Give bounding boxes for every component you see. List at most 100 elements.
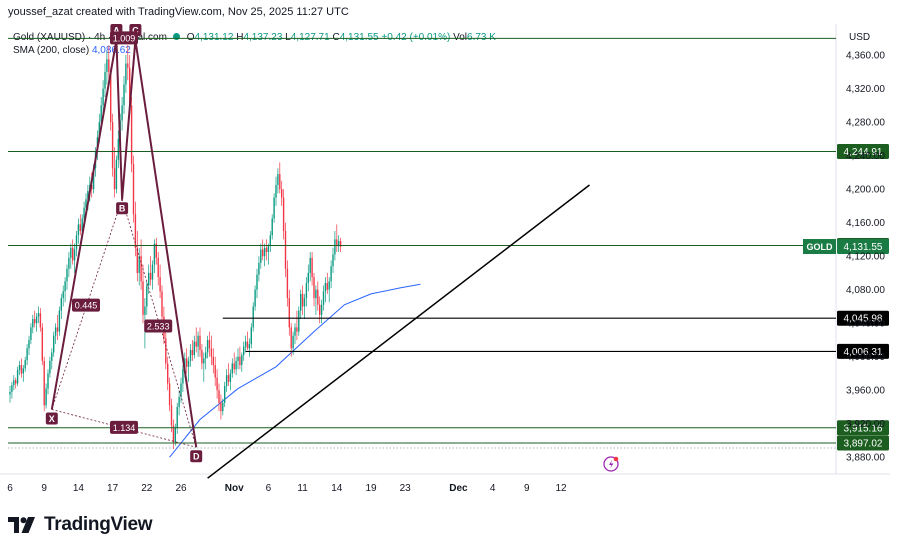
candle[interactable] — [149, 272, 152, 280]
candle[interactable] — [54, 327, 57, 336]
candle[interactable] — [32, 319, 34, 328]
candle[interactable] — [248, 344, 251, 349]
candle[interactable] — [191, 350, 194, 356]
candle[interactable] — [277, 174, 279, 185]
candle[interactable] — [235, 360, 237, 370]
candle[interactable] — [132, 164, 135, 215]
candle[interactable] — [246, 341, 249, 349]
candle[interactable] — [170, 405, 173, 426]
candle[interactable] — [218, 390, 220, 403]
candle[interactable] — [168, 383, 171, 406]
candle[interactable] — [212, 356, 214, 366]
candle[interactable] — [39, 313, 42, 328]
candle[interactable] — [214, 365, 216, 378]
candle[interactable] — [159, 277, 161, 292]
candle[interactable] — [75, 235, 78, 250]
candle[interactable] — [189, 350, 192, 361]
candle[interactable] — [142, 281, 144, 315]
candle[interactable] — [201, 350, 203, 364]
candle[interactable] — [288, 298, 290, 328]
candle[interactable] — [15, 380, 17, 384]
candle[interactable] — [305, 282, 308, 299]
candle[interactable] — [243, 346, 245, 356]
candle[interactable] — [328, 281, 330, 290]
candle[interactable] — [73, 249, 76, 261]
candle[interactable] — [256, 274, 258, 290]
candle[interactable] — [22, 368, 24, 374]
candle[interactable] — [127, 63, 129, 68]
candle[interactable] — [37, 313, 40, 317]
candle[interactable] — [121, 105, 123, 121]
candle[interactable] — [174, 427, 176, 443]
candle[interactable] — [311, 257, 313, 278]
candle[interactable] — [294, 327, 296, 336]
candle[interactable] — [157, 257, 159, 278]
candle[interactable] — [263, 247, 266, 257]
candle[interactable] — [9, 391, 11, 395]
candle[interactable] — [123, 84, 125, 106]
candle[interactable] — [301, 293, 304, 307]
candle[interactable] — [129, 67, 131, 106]
candle[interactable] — [68, 257, 70, 269]
candle[interactable] — [220, 402, 222, 412]
candle[interactable] — [332, 254, 334, 267]
candle[interactable] — [180, 383, 182, 397]
candle[interactable] — [134, 214, 137, 248]
candle[interactable] — [60, 298, 62, 311]
candle[interactable] — [62, 291, 64, 299]
candle[interactable] — [303, 298, 306, 307]
candle[interactable] — [193, 341, 195, 356]
candle[interactable] — [106, 59, 108, 72]
candle[interactable] — [47, 373, 49, 389]
candle[interactable] — [296, 327, 298, 332]
candle[interactable] — [172, 425, 175, 443]
candle[interactable] — [320, 304, 323, 315]
candle[interactable] — [286, 268, 289, 299]
candle[interactable] — [336, 239, 338, 247]
candle[interactable] — [206, 339, 209, 353]
candle[interactable] — [178, 396, 180, 407]
candle[interactable] — [165, 338, 167, 364]
candle[interactable] — [284, 231, 287, 269]
candle[interactable] — [151, 264, 154, 280]
candle[interactable] — [138, 256, 140, 273]
candle[interactable] — [267, 246, 270, 252]
candle[interactable] — [210, 348, 213, 357]
candle[interactable] — [18, 365, 21, 371]
candle[interactable] — [182, 369, 184, 384]
candle[interactable] — [322, 291, 325, 305]
candle[interactable] — [83, 207, 85, 219]
candle[interactable] — [111, 122, 114, 169]
candle[interactable] — [233, 363, 235, 370]
candle[interactable] — [222, 402, 224, 412]
candle[interactable] — [298, 310, 300, 332]
candle[interactable] — [72, 247, 74, 261]
candle[interactable] — [307, 272, 309, 283]
candle[interactable] — [98, 122, 100, 138]
candle[interactable] — [313, 277, 315, 299]
candle[interactable] — [136, 247, 138, 273]
candle[interactable] — [237, 356, 239, 361]
candle[interactable] — [144, 306, 146, 315]
candle[interactable] — [56, 327, 59, 332]
candle[interactable] — [28, 339, 30, 349]
candle[interactable] — [153, 243, 156, 265]
candle[interactable] — [79, 224, 81, 232]
candle[interactable] — [275, 184, 277, 198]
candle[interactable] — [70, 247, 72, 258]
candle[interactable] — [208, 339, 211, 349]
candle[interactable] — [148, 272, 150, 286]
candle[interactable] — [140, 256, 142, 282]
candle[interactable] — [241, 355, 243, 366]
candle[interactable] — [260, 249, 262, 263]
candle[interactable] — [102, 88, 104, 106]
candle[interactable] — [87, 190, 89, 200]
candle[interactable] — [85, 199, 87, 208]
sma-200-line[interactable] — [169, 283, 421, 458]
candle[interactable] — [339, 241, 342, 247]
candle[interactable] — [184, 358, 186, 370]
candle[interactable] — [51, 352, 53, 361]
candle[interactable] — [315, 289, 317, 299]
candle[interactable] — [100, 105, 102, 123]
candle[interactable] — [43, 360, 45, 406]
